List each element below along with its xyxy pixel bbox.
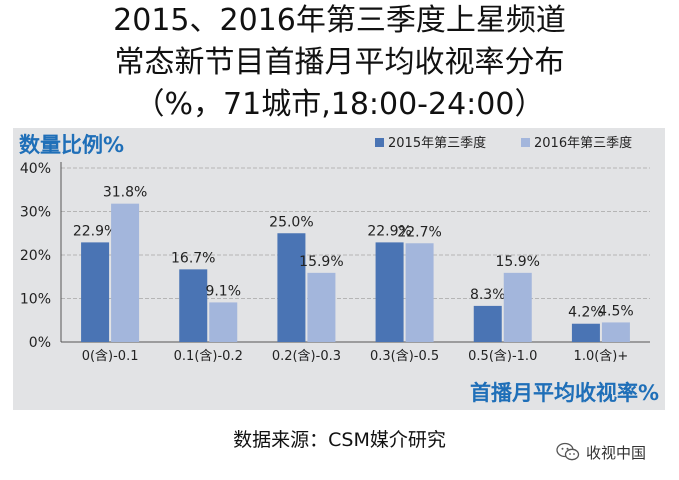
bar-2016-1 [209, 302, 238, 342]
source-note: 数据来源：CSM媒介研究 [233, 429, 446, 451]
data-label: 16.7% [171, 250, 215, 266]
legend-label-1: 2016年第三季度 [534, 135, 632, 151]
bar-2016-4 [503, 272, 532, 342]
data-label: 31.8% [103, 185, 147, 201]
chart-panel: 数量比例% 0% 10% 20% 30% 40% 22.9% 31.8% 0(含)-0.1 16.… [13, 128, 665, 410]
data-label: 22.9% [367, 223, 411, 239]
bar-2016-2 [307, 272, 336, 342]
bar-2015-1 [179, 269, 208, 342]
bar-chart: 数量比例% 0% 10% 20% 30% 40% 22.9% 31.8% 0(含)-0.1 16.… [19, 133, 659, 405]
data-label: 15.9% [496, 254, 540, 270]
bar-2016-3 [405, 243, 434, 342]
data-label: 25.0% [269, 214, 313, 230]
watermark-text: 收视中国 [586, 443, 647, 462]
y-axis-title: 数量比例% [19, 133, 124, 157]
watermark: 收视中国 [556, 441, 646, 463]
bar-2016-5 [601, 322, 630, 342]
chart-title-line-1: 2015、2016年第三季度上星频道 [113, 3, 566, 38]
bar-2016-0 [111, 203, 140, 342]
bar-2015-4 [473, 305, 502, 342]
data-label: 22.7% [397, 224, 441, 240]
chart-title-line-2: 常态新节目首播月平均收视率分布 [114, 45, 565, 80]
data-label: 4.5% [598, 303, 634, 319]
bar-2015-5 [571, 323, 600, 342]
y-tick-label: 30% [20, 205, 51, 221]
x-tick-label: 0(含)-0.1 [82, 348, 139, 364]
wechat-icon [556, 442, 580, 461]
x-tick-label: 1.0(含)+ [574, 348, 629, 364]
x-tick-label: 0.5(含)-1.0 [468, 348, 537, 364]
y-tick-label: 20% [20, 248, 51, 264]
y-tick-label: 0% [29, 335, 51, 351]
x-tick-label: 0.1(含)-0.2 [174, 348, 243, 364]
data-label: 4.2% [568, 305, 604, 321]
data-label: 9.1% [205, 283, 241, 299]
data-label: 15.9% [299, 254, 343, 270]
data-label: 22.9% [73, 223, 117, 239]
chart-title-line-3: （%，71城市,18:00-24:00） [134, 87, 545, 122]
legend-swatch-1 [521, 138, 530, 147]
y-tick-label: 10% [20, 292, 51, 308]
x-axis-title: 首播月平均收视率% [470, 381, 659, 405]
x-tick-label: 0.3(含)-0.5 [370, 348, 439, 364]
legend-label-0: 2015年第三季度 [388, 135, 486, 151]
y-tick-label: 40% [20, 161, 51, 177]
data-label: 8.3% [470, 287, 506, 303]
x-tick-label: 0.2(含)-0.3 [272, 348, 341, 364]
bar-2015-0 [81, 242, 110, 342]
bar-2015-3 [375, 242, 404, 342]
bar-2015-2 [277, 233, 306, 342]
legend-swatch-0 [375, 138, 384, 147]
